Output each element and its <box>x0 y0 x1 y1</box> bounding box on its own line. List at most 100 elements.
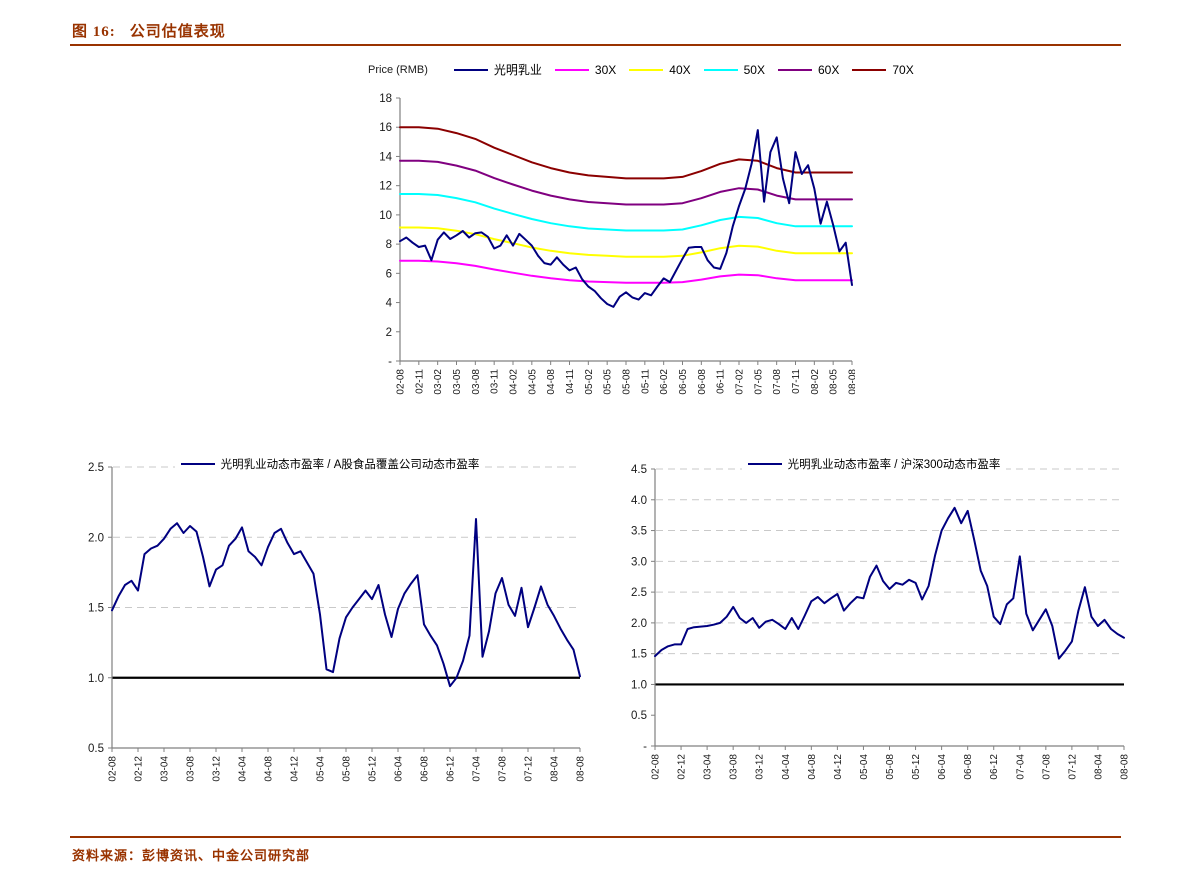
x-axis-label: 05-08 <box>622 369 633 395</box>
legend-line-swatch <box>703 68 738 71</box>
figure-label: 图 16: <box>72 24 116 40</box>
y-axis-label: 2.5 <box>631 587 647 599</box>
x-axis-label: 07-04 <box>472 756 483 782</box>
x-axis-label: 04-08 <box>807 754 818 780</box>
y-axis-label: 4 <box>386 298 393 310</box>
figure-title: 图 16: 公司估值表现 <box>72 20 226 41</box>
x-axis-label: 02-08 <box>651 754 662 780</box>
y-axis-label: 8 <box>386 239 392 251</box>
x-axis-label: 05-12 <box>911 754 922 780</box>
legend-label: 光明乳业动态市盈率 / 沪深300动态市盈率 <box>787 459 1001 471</box>
x-axis-label: 02-11 <box>414 369 425 394</box>
pe-vs-csi300-chart: - 0.5 1.0 1.5 2.0 2.5 3.0 3.5 4.0 4.5 02-08 02-12 03… <box>608 448 1140 800</box>
legend-line-swatch <box>453 68 488 71</box>
x-axis-label: 05-11 <box>640 369 651 394</box>
series-line-pe-50x <box>399 193 853 232</box>
x-axis-label: 02-12 <box>677 754 688 780</box>
x-axis-label: 04-04 <box>781 754 792 780</box>
legend-item-pe-40x: 40X <box>629 62 691 77</box>
legend-line-swatch <box>777 68 812 71</box>
x-axis-label: 03-12 <box>212 756 223 782</box>
x-axis-label: 02-08 <box>396 369 407 395</box>
x-axis-label: 05-08 <box>342 756 353 782</box>
x-axis-label: 07-04 <box>1015 754 1026 780</box>
x-axis-label: 05-04 <box>316 756 327 782</box>
x-axis-label: 08-08 <box>848 369 856 395</box>
x-axis-label: 04-08 <box>546 369 557 395</box>
y-axis-label: 1.5 <box>88 603 104 615</box>
x-axis-label: 06-08 <box>420 756 431 782</box>
pe-vs-food-chart: 0.5 1.0 1.5 2.0 2.5 02-08 02-12 03-04 03-08 03-12… <box>63 448 597 800</box>
x-axis-label: 03-12 <box>755 754 766 780</box>
y-axis-label: 1.0 <box>88 673 104 685</box>
y-axis-label: 2 <box>386 327 392 339</box>
legend-label: 光明乳业动态市盈率 / A股食品覆盖公司动态市盈率 <box>220 459 480 471</box>
source-text: 彭博资讯、中金公司研究部 <box>142 848 311 863</box>
y-axis-title: Price (RMB) <box>368 63 428 76</box>
y-axis-label: 2.5 <box>88 462 104 474</box>
x-axis-label: 07-02 <box>735 369 746 395</box>
series-line-pe-30x <box>399 259 853 284</box>
x-axis-label: 06-08 <box>963 754 974 780</box>
x-axis-label: 05-04 <box>859 754 870 780</box>
y-axis-label: 4.0 <box>631 495 647 507</box>
x-axis-label: 06-04 <box>937 754 948 780</box>
legend-line-swatch <box>852 68 887 71</box>
legend-item-guangming-price: 光明乳业 <box>453 61 542 78</box>
x-axis-label: 07-08 <box>498 756 509 782</box>
x-axis-label: 07-12 <box>524 756 535 782</box>
y-axis-label: 1.5 <box>631 649 647 661</box>
x-axis-label: 03-02 <box>433 369 444 395</box>
legend-line-swatch <box>629 68 664 71</box>
pe-vs-csi300-plot: - 0.5 1.0 1.5 2.0 2.5 3.0 3.5 4.0 4.5 02-08 02-12 03… <box>631 464 1131 780</box>
y-axis-label: 3.5 <box>631 526 647 538</box>
legend-label: 30X <box>594 62 617 77</box>
x-axis-label: 04-08 <box>264 756 275 782</box>
x-axis-label: 07-12 <box>1067 754 1078 780</box>
x-axis-label: 04-05 <box>527 369 538 395</box>
legend-line-swatch <box>554 68 589 71</box>
x-axis-label: 07-08 <box>1041 754 1052 780</box>
pe-vs-food-plot: 0.5 1.0 1.5 2.0 2.5 02-08 02-12 03-04 03-08 03-12… <box>88 462 587 782</box>
legend-label: 40X <box>669 62 691 77</box>
legend-item-pe-50x: 50X <box>703 63 765 77</box>
title-rule <box>70 44 1121 46</box>
x-axis-label: 06-08 <box>697 369 708 395</box>
valuation-bands-plot: - 2 4 6 8 10 12 14 16 18 02-08 02-11 03-02 03-05 03-08… <box>379 93 856 395</box>
chart-legend: Price (RMB) 光明乳业 30X 40X 50X 60X 70X <box>368 61 914 78</box>
y-axis-label: 12 <box>379 181 392 193</box>
x-axis-label: 04-12 <box>290 756 301 782</box>
legend-line-swatch <box>747 463 782 465</box>
x-axis-label: 04-02 <box>509 369 520 395</box>
x-axis-label: 08-04 <box>550 756 561 782</box>
y-axis-label: 4.5 <box>631 464 647 476</box>
x-axis-label: 04-11 <box>565 369 576 394</box>
source-label: 资料来源： <box>72 848 143 863</box>
y-axis-label: 18 <box>379 93 392 105</box>
x-axis-label: 07-08 <box>772 369 783 395</box>
y-axis-label: 10 <box>379 210 392 222</box>
x-axis-label: 02-12 <box>134 756 145 782</box>
series-line-pe-ratio-vs-food <box>111 518 581 688</box>
legend-label: 70X <box>892 62 914 77</box>
y-axis-label: 6 <box>386 268 392 280</box>
legend-item-pe-30x: 30X <box>554 62 617 77</box>
x-axis-label: 08-08 <box>1120 754 1131 780</box>
x-axis-label: 03-05 <box>452 369 463 395</box>
x-axis-label: 05-12 <box>368 756 379 782</box>
x-axis-label: 06-11 <box>716 369 727 394</box>
x-axis-label: 03-11 <box>490 369 501 394</box>
legend-item-pe-60x: 60X <box>777 63 839 77</box>
x-axis-label: 04-04 <box>238 756 249 782</box>
x-axis-label: 05-02 <box>584 369 595 395</box>
chart-legend: 光明乳业动态市盈率 / 沪深300动态市盈率 <box>608 456 1140 472</box>
y-axis-label: - <box>643 741 647 753</box>
legend-item-pe-70x: 70X <box>852 62 914 77</box>
x-axis-label: 06-12 <box>989 754 1000 780</box>
chart-legend: 光明乳业动态市盈率 / A股食品覆盖公司动态市盈率 <box>63 456 597 472</box>
x-axis-label: 05-08 <box>885 754 896 780</box>
x-axis-label: 08-08 <box>576 756 587 782</box>
y-axis-label: 2.0 <box>88 532 104 544</box>
x-axis-label: 03-04 <box>703 754 714 780</box>
